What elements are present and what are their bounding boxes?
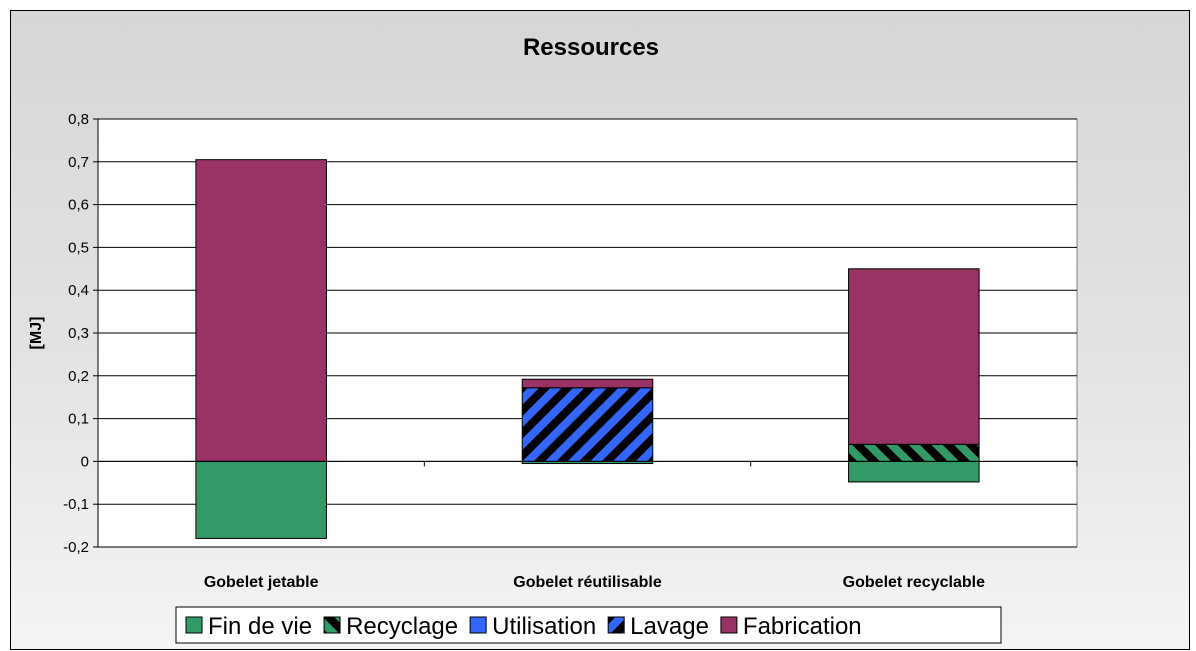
y-tick-label: 0,4 <box>68 282 89 299</box>
axis-layer: -0,2 -0,1 0 0,1 0,2 0,3 0,4 0,5 0,6 0,7 0,8 Gobelet… <box>63 111 1078 591</box>
legend-swatch <box>185 616 203 634</box>
legend-label: Fin de vie <box>208 613 312 640</box>
y-tick-label: 0,7 <box>68 154 89 171</box>
legend-swatch <box>607 616 625 634</box>
y-tick-label: 0,2 <box>68 368 89 385</box>
y-tick-label: 0,8 <box>68 111 89 128</box>
y-tick-label: 0,5 <box>68 239 89 256</box>
bar-segment <box>848 268 980 445</box>
legend: Fin de vie Recyclage Utilisation Lavage Fabr… <box>175 606 1002 644</box>
bar-segment <box>848 460 980 483</box>
y-tick-label: 0,6 <box>68 197 89 214</box>
chart-frame: Ressources -0,2 -0,1 0 0,1 0,2 0,3 0,4 0,5 0,6 0,… <box>10 10 1190 650</box>
y-tick-label: -0,1 <box>63 496 89 513</box>
bar-segment <box>521 387 654 462</box>
y-tick-label: 0,3 <box>68 325 89 342</box>
bar-segment <box>521 378 654 389</box>
y-tick-label: -0,2 <box>63 539 89 556</box>
x-category-label: Gobelet recyclable <box>843 574 985 591</box>
x-category-label: Gobelet réutilisable <box>513 574 662 591</box>
bar-segment <box>848 443 980 462</box>
y-tick-label: 0,1 <box>68 411 89 428</box>
y-tick-label: 0 <box>81 453 89 470</box>
legend-label: Fabrication <box>743 613 862 640</box>
legend-box <box>175 606 1002 644</box>
bar-segment <box>195 460 327 539</box>
legend-label: Utilisation <box>492 613 596 640</box>
bar-segment <box>195 159 327 462</box>
legend-label: Recyclage <box>346 613 458 640</box>
bar-layer <box>195 159 980 539</box>
legend-swatch <box>720 616 738 634</box>
legend-swatch <box>469 616 487 634</box>
legend-swatch <box>323 616 341 634</box>
x-category-label: Gobelet jetable <box>204 574 319 591</box>
chart-svg: Ressources -0,2 -0,1 0 0,1 0,2 0,3 0,4 0,5 0,6 0,… <box>28 34 1078 644</box>
chart-title: Ressources <box>523 34 659 61</box>
legend-label: Lavage <box>630 613 709 640</box>
y-axis-label: [MJ] <box>28 317 45 350</box>
